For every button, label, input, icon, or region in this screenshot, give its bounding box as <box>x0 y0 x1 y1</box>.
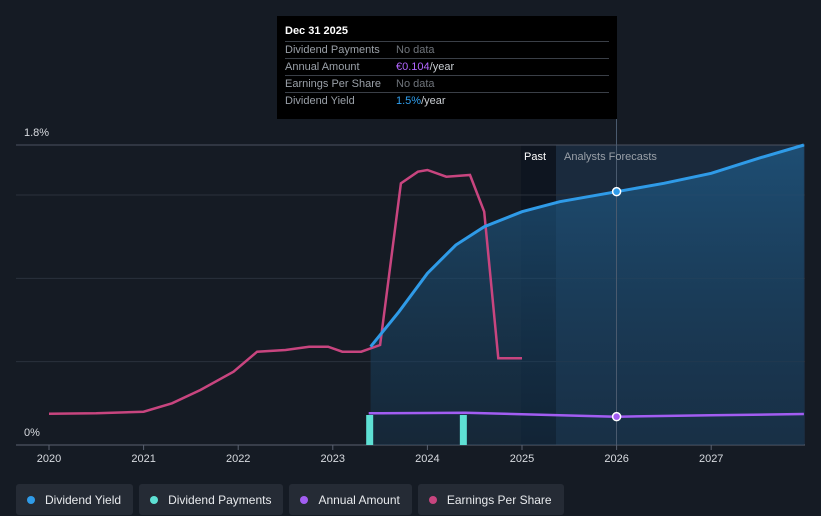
tooltip-row-annual-amount: Annual Amount €0.104/year <box>285 59 609 76</box>
legend-dot-icon <box>27 495 35 504</box>
legend-dividend-payments[interactable]: Dividend Payments <box>139 484 284 515</box>
tooltip-label: Dividend Payments <box>285 44 380 56</box>
tooltip-row-dividend-yield: Dividend Yield 1.5%/year <box>285 93 609 109</box>
legend-dot-icon <box>150 495 159 504</box>
tooltip-value: €0.104/year <box>396 59 454 75</box>
legend-label: Dividend Payments <box>168 492 272 507</box>
legend-dot-icon <box>428 495 437 504</box>
legend-earnings-per-share[interactable]: Earnings Per Share <box>417 484 564 515</box>
past-region-label: Past <box>524 151 546 163</box>
tooltip-value: No data <box>396 44 435 56</box>
tooltip-value-suffix: /year <box>421 95 446 107</box>
tooltip-date: Dec 31 2025 <box>285 24 609 42</box>
x-axis: 2020 2021 2022 2023 2024 2025 2026 2027 <box>37 445 723 465</box>
dividend-chart: 1.8% 0% Past Analysts Forecasts 2020 2021… <box>16 119 805 465</box>
tooltip-value-amount: €0.104 <box>396 61 430 73</box>
dividend-yield-line <box>369 143 805 348</box>
chart-legend: Dividend Yield Dividend Payments Annual … <box>16 484 564 515</box>
legend-annual-amount[interactable]: Annual Amount <box>289 484 412 515</box>
x-tick-label: 2027 <box>699 453 723 465</box>
annual-amount-line <box>368 411 804 418</box>
tooltip-value-yield: 1.5% <box>396 95 422 107</box>
legend-label: Earnings Per Share <box>446 492 552 507</box>
dividend-yield-marker <box>611 186 622 197</box>
tooltip-label: Annual Amount <box>285 61 360 73</box>
tooltip-value: No data <box>396 78 435 90</box>
legend-dot-icon <box>300 495 309 504</box>
dividend-payment-bar <box>459 415 467 445</box>
x-tick-label: 2022 <box>226 453 250 465</box>
legend-label: Dividend Yield <box>45 492 122 507</box>
x-tick-label: 2025 <box>510 453 534 465</box>
tooltip-value-suffix: /year <box>429 61 455 73</box>
x-tick-label: 2023 <box>321 453 345 465</box>
tooltip-value: 1.5%/year <box>396 93 446 109</box>
legend-dividend-yield[interactable]: Dividend Yield <box>16 484 134 515</box>
earnings-per-share-line <box>48 168 522 416</box>
dividend-payment-bar <box>366 415 374 445</box>
x-tick-label: 2020 <box>37 453 61 465</box>
x-tick-label: 2021 <box>131 453 155 465</box>
dividend-yield-area <box>370 145 804 445</box>
x-tick-label: 2026 <box>604 453 628 465</box>
tooltip-row-earnings-per-share: Earnings Per Share No data <box>285 76 609 93</box>
tooltip-label: Earnings Per Share <box>285 78 381 90</box>
forecast-region-label: Analysts Forecasts <box>564 151 657 163</box>
chart-tooltip: Dec 31 2025 Dividend Payments No data An… <box>277 16 617 119</box>
tooltip-label: Dividend Yield <box>285 95 355 107</box>
annual-amount-marker <box>611 411 622 422</box>
x-tick-label: 2024 <box>415 453 439 465</box>
tooltip-row-dividend-payments: Dividend Payments No data <box>285 42 609 59</box>
y-axis-top-label: 1.8% <box>24 127 49 139</box>
legend-label: Annual Amount <box>318 492 400 507</box>
y-axis-bottom-label: 0% <box>24 427 40 439</box>
